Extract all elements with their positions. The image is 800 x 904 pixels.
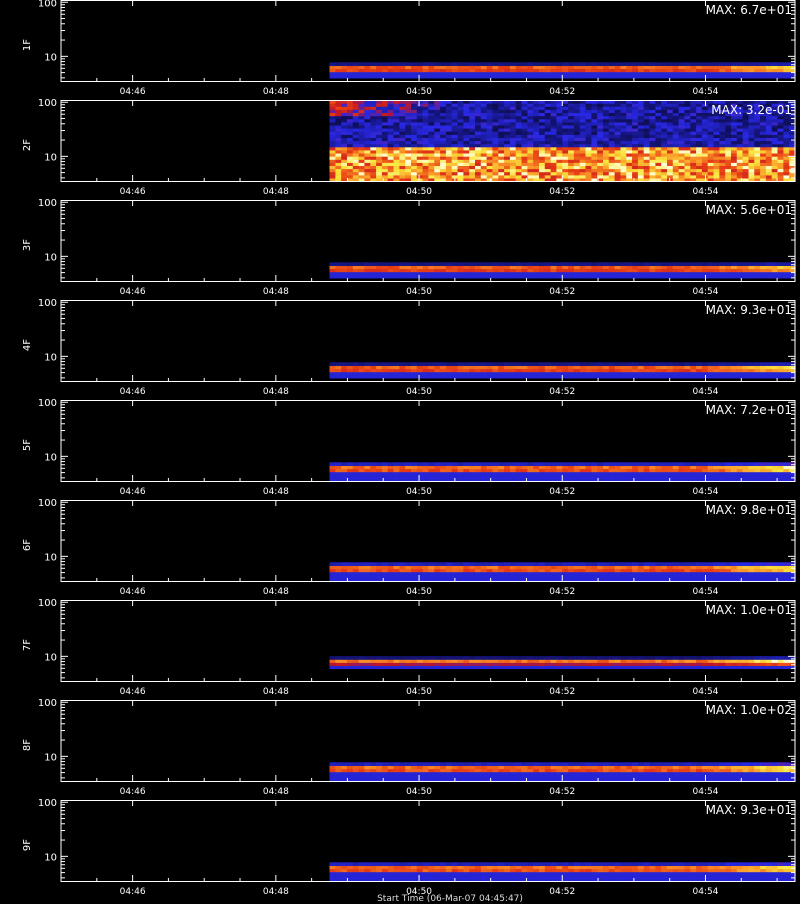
x-tick-label: 04:48 — [263, 787, 289, 797]
max-label: MAX: 9.8e+01 — [706, 503, 792, 517]
x-tick-label: 04:46 — [120, 87, 146, 97]
max-label: MAX: 3.2e-01 — [711, 103, 792, 117]
x-tick-label: 04:52 — [549, 687, 575, 697]
panel-label: 4F — [22, 339, 33, 351]
x-tick-label: 04:50 — [406, 387, 432, 397]
x-tick-label: 04:52 — [549, 387, 575, 397]
y-tick-label: 100 — [38, 698, 57, 709]
x-tick-label: 04:52 — [549, 87, 575, 97]
x-tick-label: 04:50 — [406, 587, 432, 597]
max-label: MAX: 9.3e+01 — [706, 303, 792, 317]
x-tick-label: 04:48 — [263, 587, 289, 597]
x-tick-label: 04:52 — [549, 587, 575, 597]
y-tick-label: 100 — [38, 598, 57, 609]
x-tick-label: 04:54 — [693, 687, 719, 697]
max-label: MAX: 1.0e+02 — [706, 703, 792, 717]
x-tick-label: 04:50 — [406, 787, 432, 797]
x-tick-label: 04:46 — [120, 187, 146, 197]
x-tick-label: 04:54 — [693, 187, 719, 197]
x-tick-label: 04:46 — [120, 687, 146, 697]
x-tick-label: 04:48 — [263, 187, 289, 197]
x-tick-label: 04:48 — [263, 887, 289, 897]
x-tick-label: 04:46 — [120, 887, 146, 897]
panel-label: 8F — [22, 739, 33, 751]
panel-frame — [61, 601, 795, 682]
panel-label: 1F — [22, 39, 33, 51]
x-tick-label: 04:54 — [693, 487, 719, 497]
panel-label: 2F — [22, 139, 33, 151]
x-tick-label: 04:54 — [693, 587, 719, 597]
x-tick-label: 04:54 — [693, 87, 719, 97]
panel-4F: 100 10 04:46 04:48 04:50 04:52 04:54 4F MAX: 9.3… — [22, 298, 796, 397]
panel-3F: 100 10 04:46 04:48 04:50 04:52 04:54 3F MAX: 5.6… — [22, 198, 796, 297]
panel-8F: 100 10 04:46 04:48 04:50 04:52 04:54 8F MAX: 1.0… — [22, 698, 796, 797]
x-tick-label: 04:46 — [120, 387, 146, 397]
max-label: MAX: 9.3e+01 — [706, 803, 792, 817]
x-tick-label: 04:50 — [406, 487, 432, 497]
x-tick-label: 04:50 — [406, 287, 432, 297]
y-tick-label: 10 — [44, 552, 57, 563]
y-tick-label: 100 — [38, 0, 57, 9]
y-tick-label: 10 — [44, 652, 57, 663]
x-tick-label: 04:46 — [120, 287, 146, 297]
max-label: MAX: 6.7e+01 — [706, 3, 792, 17]
heatmap-7F — [330, 656, 796, 669]
y-tick-label: 10 — [44, 752, 57, 763]
panel-1F: 100 10 04:46 04:48 04:50 04:52 04:54 1F MAX: 6.7… — [22, 0, 796, 97]
panel-5F: 100 10 04:46 04:48 04:50 04:52 04:54 5F MAX: 7.2… — [22, 398, 796, 497]
x-tick-label: 04:52 — [549, 487, 575, 497]
x-tick-label: 04:48 — [263, 487, 289, 497]
y-tick-label: 100 — [38, 398, 57, 409]
y-tick-label: 10 — [44, 852, 57, 863]
x-tick-label: 04:50 — [406, 87, 432, 97]
x-axis-title: Start Time (06-Mar-07 04:45:47) — [300, 894, 600, 904]
x-tick-label: 04:46 — [120, 587, 146, 597]
y-tick-label: 10 — [44, 52, 57, 63]
panel-7F: 100 10 04:46 04:48 04:50 04:52 04:54 7F MAX: 1.0… — [22, 598, 796, 697]
y-tick-label: 100 — [38, 198, 57, 209]
panel-6F: 100 10 04:46 04:48 04:50 04:52 04:54 6F MAX: 9.8… — [22, 498, 796, 597]
panel-label: 3F — [22, 239, 33, 251]
panel-label: 7F — [22, 639, 33, 651]
panel-2F: 100 10 04:46 04:48 04:50 04:52 04:54 2F MAX: 3.2… — [22, 98, 796, 197]
x-tick-label: 04:48 — [263, 87, 289, 97]
x-tick-label: 04:50 — [406, 687, 432, 697]
x-tick-label: 04:48 — [263, 387, 289, 397]
y-tick-label: 10 — [44, 452, 57, 463]
y-tick-label: 10 — [44, 152, 57, 163]
x-tick-label: 04:52 — [549, 187, 575, 197]
panel-label: 5F — [22, 439, 33, 451]
panel-label: 9F — [22, 839, 33, 851]
x-tick-label: 04:54 — [693, 887, 719, 897]
x-tick-label: 04:50 — [406, 187, 432, 197]
y-tick-label: 10 — [44, 352, 57, 363]
panel-label: 6F — [22, 539, 33, 551]
y-tick-label: 100 — [38, 498, 57, 509]
max-label: MAX: 7.2e+01 — [706, 403, 792, 417]
x-tick-label: 04:52 — [549, 287, 575, 297]
x-tick-label: 04:48 — [263, 287, 289, 297]
y-tick-label: 100 — [38, 298, 57, 309]
x-tick-label: 04:46 — [120, 487, 146, 497]
x-tick-label: 04:52 — [549, 787, 575, 797]
y-tick-label: 10 — [44, 252, 57, 263]
x-tick-label: 04:48 — [263, 687, 289, 697]
max-label: MAX: 5.6e+01 — [706, 203, 792, 217]
y-tick-label: 100 — [38, 98, 57, 109]
x-tick-label: 04:54 — [693, 387, 719, 397]
y-tick-label: 100 — [38, 798, 57, 809]
max-label: MAX: 1.0e+01 — [706, 603, 792, 617]
x-tick-label: 04:54 — [693, 287, 719, 297]
x-tick-label: 04:46 — [120, 787, 146, 797]
x-tick-label: 04:54 — [693, 787, 719, 797]
